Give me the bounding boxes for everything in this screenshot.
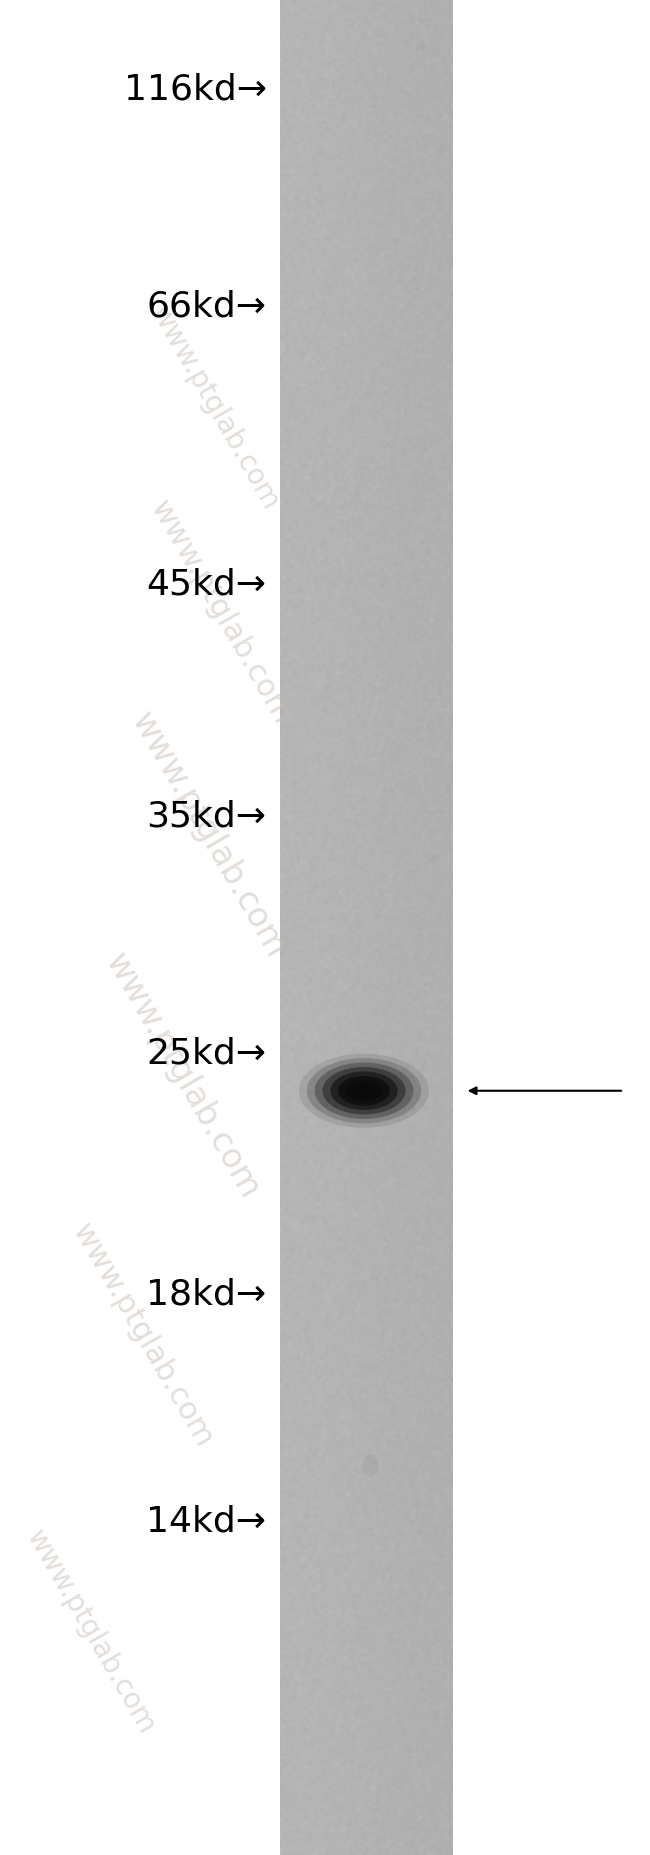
Text: 35kd→: 35kd→	[146, 800, 266, 833]
Text: www.ptglab.com: www.ptglab.com	[67, 1219, 219, 1452]
Ellipse shape	[330, 1072, 398, 1109]
Text: 116kd→: 116kd→	[124, 72, 266, 106]
Ellipse shape	[315, 1063, 413, 1119]
Ellipse shape	[338, 1076, 390, 1106]
Text: www.ptglab.com: www.ptglab.com	[21, 1525, 161, 1740]
Text: www.ptglab.com: www.ptglab.com	[124, 707, 292, 963]
Ellipse shape	[354, 1085, 374, 1096]
Ellipse shape	[322, 1067, 406, 1115]
Ellipse shape	[362, 1454, 378, 1477]
Text: 18kd→: 18kd→	[146, 1278, 266, 1311]
Ellipse shape	[299, 1054, 429, 1128]
Text: 66kd→: 66kd→	[146, 289, 266, 323]
Text: www.ptglab.com: www.ptglab.com	[145, 495, 297, 729]
Text: 14kd→: 14kd→	[146, 1504, 266, 1538]
Text: www.ptglab.com: www.ptglab.com	[144, 301, 285, 516]
Text: www.ptglab.com: www.ptglab.com	[98, 948, 266, 1204]
Text: 25kd→: 25kd→	[146, 1037, 266, 1070]
Ellipse shape	[346, 1080, 382, 1102]
Ellipse shape	[307, 1057, 421, 1124]
Text: 45kd→: 45kd→	[146, 568, 266, 601]
